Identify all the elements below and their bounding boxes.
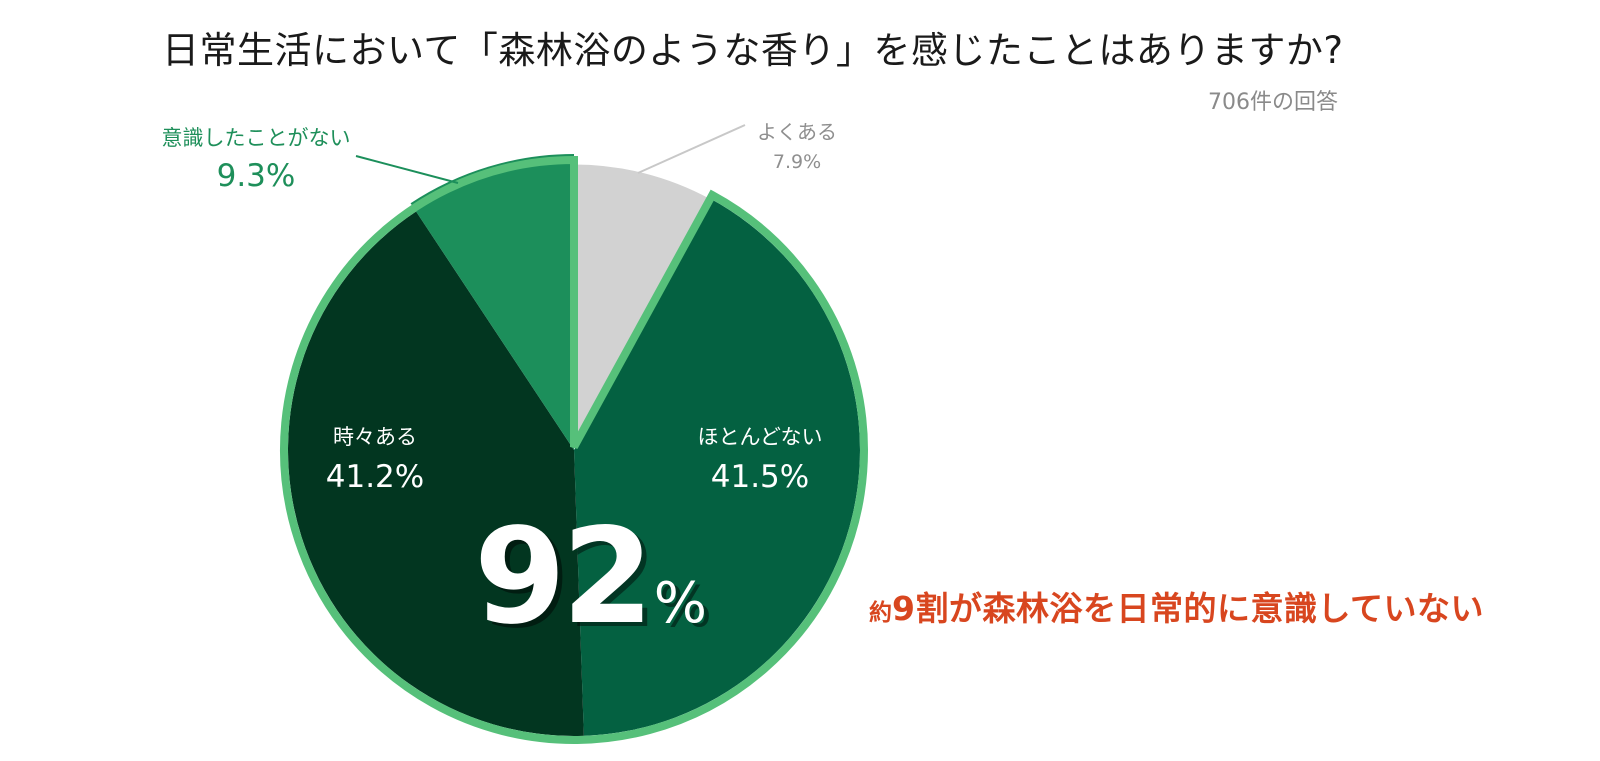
slice-name-ishiki-nai: 意識したことがない [161,126,351,150]
slice-value-hotondo-nai: 41.5% [710,459,810,495]
slice-value-tokidoki-aru: 41.2% [325,459,425,495]
highlight-outline [280,155,868,744]
slice-label-tokidoki-aru: 時々ある 41.2% [326,421,424,495]
pie-slice-ishiki-nai [410,154,574,450]
pie-slice-tokidoki-aru [288,211,584,736]
response-count: 706件の回答 [1208,90,1338,115]
highlight-total: 92% [474,500,707,654]
slice-label-yoku-aru: よくある 7.9% [757,116,837,173]
callout-prefix: 約 [869,600,892,626]
slice-label-hotondo-nai: ほとんどない 41.5% [698,421,823,495]
slice-name-tokidoki-aru: 時々ある [332,425,417,449]
highlight-total-unit: % [653,571,707,636]
slice-value-ishiki-nai: 9.3% [216,158,296,194]
leader-line-ishiki-nai [355,155,459,184]
highlight-total-number: 92 [474,500,654,654]
slice-value-yoku-aru: 7.9% [772,151,822,173]
pie-slice-hotondo-nai [574,198,860,736]
slice-name-hotondo-nai: ほとんどない [697,425,823,449]
leader-line-yoku-aru [637,124,746,174]
slice-name-yoku-aru: よくある [757,120,837,144]
chart-title: 日常生活において「森林浴のような香り」を感じたことはありますか? [162,29,1344,72]
slice-label-ishiki-nai: 意識したことがない 9.3% [162,122,351,194]
callout-text: 約9割が森林浴を日常的に意識していない [869,582,1484,630]
callout-main: 9割が森林浴を日常的に意識していない [892,589,1484,628]
